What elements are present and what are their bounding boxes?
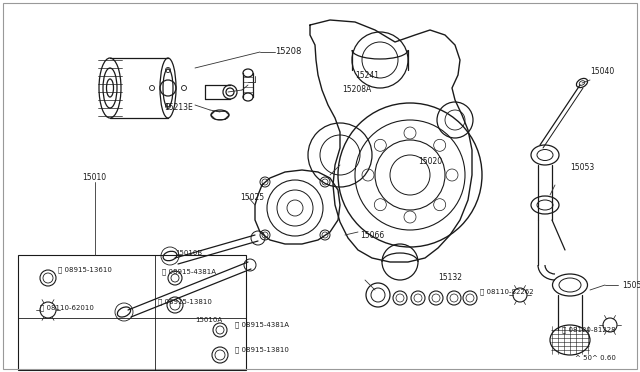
Text: Ⓑ 08110-82262: Ⓑ 08110-82262 xyxy=(480,289,534,295)
Text: 15025: 15025 xyxy=(240,192,264,202)
Text: Ⓥ 08915-13810: Ⓥ 08915-13810 xyxy=(235,347,289,353)
Text: Ⓥ 08915-4381A: Ⓥ 08915-4381A xyxy=(162,269,216,275)
Text: 15053: 15053 xyxy=(570,164,595,173)
Text: 15050: 15050 xyxy=(622,280,640,289)
Text: Ⓥ 08915-13810: Ⓥ 08915-13810 xyxy=(158,299,212,305)
Bar xyxy=(18,255,246,370)
Text: 15020: 15020 xyxy=(418,157,442,167)
Text: 15241: 15241 xyxy=(355,71,379,80)
Text: Ⓑ 08120-81228: Ⓑ 08120-81228 xyxy=(562,327,616,333)
Text: 15010A: 15010A xyxy=(195,317,222,323)
Text: ^ 50^ 0.60: ^ 50^ 0.60 xyxy=(575,355,616,361)
Text: 15010: 15010 xyxy=(82,173,106,183)
Text: Ⓥ 08915-4381A: Ⓥ 08915-4381A xyxy=(235,322,289,328)
Text: 15010B: 15010B xyxy=(175,250,202,256)
Text: Ⓑ 08110-62010: Ⓑ 08110-62010 xyxy=(40,305,94,311)
Text: Ⓥ 08915-13610: Ⓥ 08915-13610 xyxy=(58,267,112,273)
Text: 15208A: 15208A xyxy=(342,86,371,94)
Text: 15040: 15040 xyxy=(590,67,614,77)
Text: 15208: 15208 xyxy=(275,48,301,57)
Text: 15066: 15066 xyxy=(360,231,384,241)
Text: 15132: 15132 xyxy=(438,273,462,282)
Text: 15213E: 15213E xyxy=(164,103,193,112)
